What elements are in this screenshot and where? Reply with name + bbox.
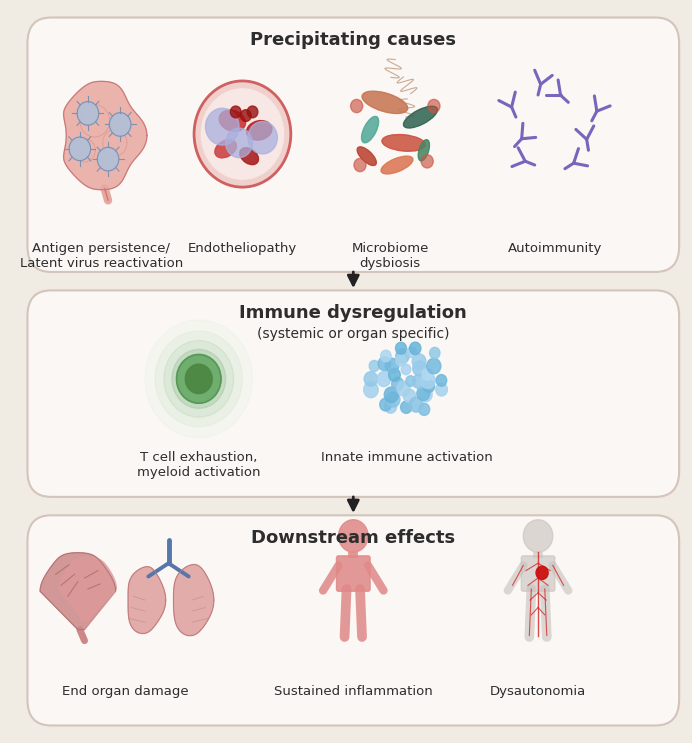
Circle shape <box>401 401 412 413</box>
Text: End organ damage: End organ damage <box>62 685 188 698</box>
Circle shape <box>430 347 440 359</box>
Circle shape <box>240 110 251 122</box>
Circle shape <box>397 381 410 396</box>
Ellipse shape <box>362 91 408 114</box>
Circle shape <box>206 108 239 145</box>
Circle shape <box>417 386 430 400</box>
Circle shape <box>364 372 378 386</box>
Circle shape <box>351 100 363 113</box>
Ellipse shape <box>381 156 413 174</box>
Circle shape <box>403 389 416 403</box>
Ellipse shape <box>382 134 426 152</box>
Circle shape <box>385 358 399 373</box>
Circle shape <box>419 403 430 415</box>
Circle shape <box>185 364 212 394</box>
Circle shape <box>523 519 553 552</box>
Circle shape <box>164 340 234 418</box>
Circle shape <box>421 373 435 389</box>
Circle shape <box>230 106 241 118</box>
Text: Innate immune activation: Innate immune activation <box>321 451 493 464</box>
Text: Endotheliopathy: Endotheliopathy <box>188 242 297 256</box>
Text: T cell exhaustion,
myeloid activation: T cell exhaustion, myeloid activation <box>137 451 260 479</box>
Circle shape <box>396 355 406 366</box>
Circle shape <box>412 354 426 369</box>
Polygon shape <box>64 82 147 189</box>
Circle shape <box>370 360 379 372</box>
Circle shape <box>396 348 409 363</box>
Circle shape <box>377 372 390 386</box>
Circle shape <box>386 392 400 407</box>
Ellipse shape <box>215 140 237 158</box>
Circle shape <box>385 400 397 413</box>
Circle shape <box>419 388 432 402</box>
Circle shape <box>172 349 226 409</box>
Circle shape <box>412 374 425 389</box>
Circle shape <box>412 361 426 376</box>
Circle shape <box>436 374 447 386</box>
Polygon shape <box>174 565 214 636</box>
Circle shape <box>78 102 99 125</box>
Circle shape <box>155 331 242 426</box>
Circle shape <box>378 357 390 371</box>
Ellipse shape <box>403 106 437 128</box>
FancyBboxPatch shape <box>521 556 555 591</box>
Circle shape <box>424 380 435 392</box>
Circle shape <box>384 387 399 403</box>
Circle shape <box>401 364 411 374</box>
Circle shape <box>145 320 253 438</box>
Circle shape <box>396 343 406 354</box>
Circle shape <box>201 89 284 179</box>
Circle shape <box>436 383 448 396</box>
Text: Microbiome
dysbiosis: Microbiome dysbiosis <box>352 242 429 270</box>
Circle shape <box>536 566 548 580</box>
Text: Autoimmunity: Autoimmunity <box>508 242 602 256</box>
Ellipse shape <box>418 140 430 160</box>
FancyBboxPatch shape <box>28 291 679 497</box>
Ellipse shape <box>357 147 376 166</box>
Polygon shape <box>60 557 116 620</box>
Text: Antigen persistence/
Latent virus reactivation: Antigen persistence/ Latent virus reacti… <box>20 242 183 270</box>
Circle shape <box>389 369 401 381</box>
Text: Sustained inflammation: Sustained inflammation <box>274 685 432 698</box>
Circle shape <box>407 347 417 357</box>
Circle shape <box>406 376 415 386</box>
Circle shape <box>248 122 277 154</box>
FancyBboxPatch shape <box>28 18 679 272</box>
Circle shape <box>364 382 378 398</box>
Circle shape <box>410 398 423 412</box>
Circle shape <box>410 342 421 354</box>
Circle shape <box>247 106 258 118</box>
Circle shape <box>338 519 368 552</box>
Circle shape <box>354 158 366 172</box>
Text: Immune dysregulation: Immune dysregulation <box>239 304 467 322</box>
FancyBboxPatch shape <box>28 516 679 725</box>
Circle shape <box>98 147 119 171</box>
Circle shape <box>226 128 253 158</box>
Circle shape <box>69 137 91 160</box>
Circle shape <box>109 113 131 136</box>
Polygon shape <box>40 553 116 629</box>
Text: Precipitating causes: Precipitating causes <box>251 30 456 49</box>
Text: Downstream effects: Downstream effects <box>251 528 455 547</box>
Circle shape <box>428 100 440 113</box>
Ellipse shape <box>219 110 246 132</box>
Circle shape <box>380 398 392 411</box>
Circle shape <box>381 350 391 362</box>
Circle shape <box>427 358 441 374</box>
Ellipse shape <box>240 148 259 165</box>
Circle shape <box>421 155 433 168</box>
Text: (systemic or organ specific): (systemic or organ specific) <box>257 327 450 341</box>
Polygon shape <box>128 567 165 634</box>
Text: Dysautonomia: Dysautonomia <box>490 685 586 698</box>
Circle shape <box>392 377 403 391</box>
Circle shape <box>194 81 291 187</box>
Ellipse shape <box>246 120 272 140</box>
Ellipse shape <box>362 117 379 143</box>
Circle shape <box>422 369 432 380</box>
FancyBboxPatch shape <box>336 556 370 591</box>
Circle shape <box>176 354 221 403</box>
